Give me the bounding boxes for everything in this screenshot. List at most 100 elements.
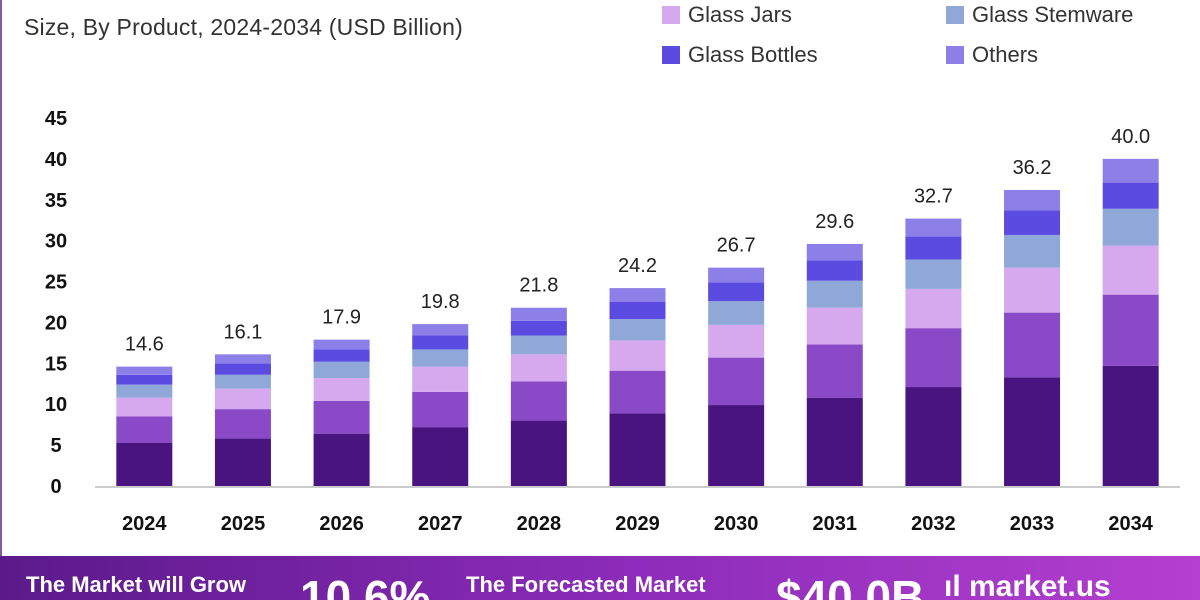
x-tick-label: 2031 [813,513,858,535]
bar-segment [708,267,765,283]
legend-swatch [946,46,964,64]
y-tick-label: 5 [50,435,61,457]
bar-segment [1004,234,1061,268]
legend-swatch [662,46,680,64]
bar-total-label: 36.2 [1013,157,1052,179]
brand-logo: ıl market.us [944,570,1111,600]
bar-segment [708,282,765,302]
bar-segment [510,420,567,486]
bar-segment [609,413,666,486]
bar-segment [116,374,173,385]
bar-segment [806,397,863,486]
bar-segment [313,361,370,379]
bar-total-label: 24.2 [618,255,657,277]
bar-segment [116,384,173,398]
bar-segment [1004,377,1061,486]
legend-item-glass-bottles: Glass Bottles [662,40,818,70]
bar-segment [609,302,666,320]
bar-segment [1004,312,1061,378]
bar-segment [214,409,271,439]
bar-total-label: 14.6 [125,334,164,356]
bar-segment [510,381,567,421]
bar-segment [313,433,370,486]
bar-segment [708,324,765,358]
bar-total-label: 19.8 [421,291,460,313]
bar-segment [1004,189,1061,211]
x-tick-label: 2032 [911,513,956,535]
legend-swatch [662,6,680,24]
legend-item-others: Others [946,40,1038,70]
bar-segment [510,335,567,355]
legend-label: Others [972,42,1039,67]
y-tick-label: 40 [45,149,67,171]
banner-forecast-text: The Forecasted Market [466,572,706,597]
bar-segment [313,349,370,362]
x-tick-label: 2027 [418,513,463,535]
legend: Glass Jars Glass Stemware Glass Bottles … [0,0,1200,80]
bar-segment [116,416,173,443]
bar-segment [313,400,370,434]
legend-label: Glass Stemware [972,2,1134,27]
bar-segment [1004,210,1061,235]
bar-segment [412,324,469,336]
bar-segment [214,438,271,486]
bar-total-label: 32.7 [914,186,953,208]
bar-segment [214,388,271,410]
bar-segment [1102,158,1159,183]
x-tick-label: 2029 [615,513,660,535]
bar-segment [806,344,863,398]
stacked-bar-chart: 05101520253035404514.6202416.1202517.920… [45,108,1180,535]
x-tick-label: 2025 [221,513,266,535]
bar-segment [1102,245,1159,295]
bar-segment [905,236,962,260]
x-tick-label: 2034 [1108,513,1153,535]
bar-segment [214,374,271,389]
bar-segment [1102,208,1159,246]
bar-segment [806,243,863,261]
bar-segment [708,301,765,325]
bar-segment [905,387,962,486]
bar-total-label: 26.7 [717,235,756,257]
bar-segment [806,260,863,281]
bar-total-label: 40.0 [1111,126,1150,148]
bar-segment [905,288,962,329]
bar-segment [116,366,173,375]
bar-segment [609,340,666,371]
legend-label: Glass Bottles [688,42,818,67]
bar-segment [609,288,666,302]
banner-forecast-value: $40.0B [776,571,925,600]
y-tick-label: 20 [45,312,67,334]
x-tick-label: 2028 [517,513,562,535]
x-tick-label: 2024 [122,513,167,535]
y-tick-label: 30 [45,231,67,253]
bar-segment [905,218,962,237]
bar-segment [1102,294,1159,366]
bar-segment [806,307,863,345]
bar-segment [806,280,863,308]
bar-segment [1102,182,1159,209]
bar-segment [412,427,469,486]
bar-segment [708,405,765,486]
bar-segment [412,335,469,350]
bar-segment [905,328,962,388]
bar-segment [313,339,370,350]
bar-segment [510,320,567,336]
bar-segment [313,378,370,401]
y-tick-label: 35 [45,190,67,212]
bar-segment [214,354,271,364]
bar-segment [412,366,469,392]
bar-total-label: 17.9 [322,307,361,329]
y-tick-label: 10 [45,394,67,416]
bar-segment [708,357,765,406]
bar-segment [510,307,567,321]
bar-segment [412,391,469,428]
y-tick-label: 15 [45,353,67,375]
x-tick-label: 2026 [319,513,364,535]
bar-segment [609,319,666,341]
legend-item-glass-stemware: Glass Stemware [946,0,1133,30]
banner-cagr: 10.6% [300,571,431,600]
bar-total-label: 21.8 [519,275,558,297]
legend-item-glass-jars: Glass Jars [662,0,792,30]
bar-segment [1102,365,1159,486]
